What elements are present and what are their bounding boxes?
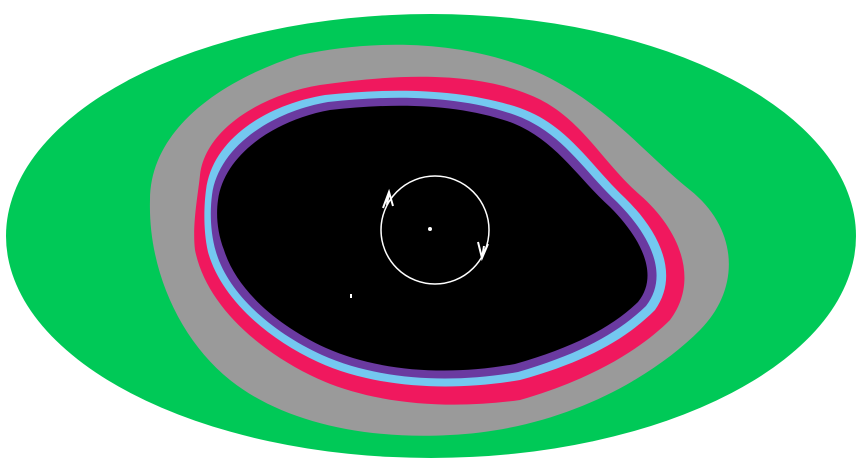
orbit-circle: [380, 175, 490, 285]
arrow-left: [382, 188, 394, 209]
center-dot: [428, 227, 432, 231]
black-core: [217, 105, 648, 371]
small-mark: [350, 294, 352, 298]
arrow-right: [477, 241, 489, 262]
